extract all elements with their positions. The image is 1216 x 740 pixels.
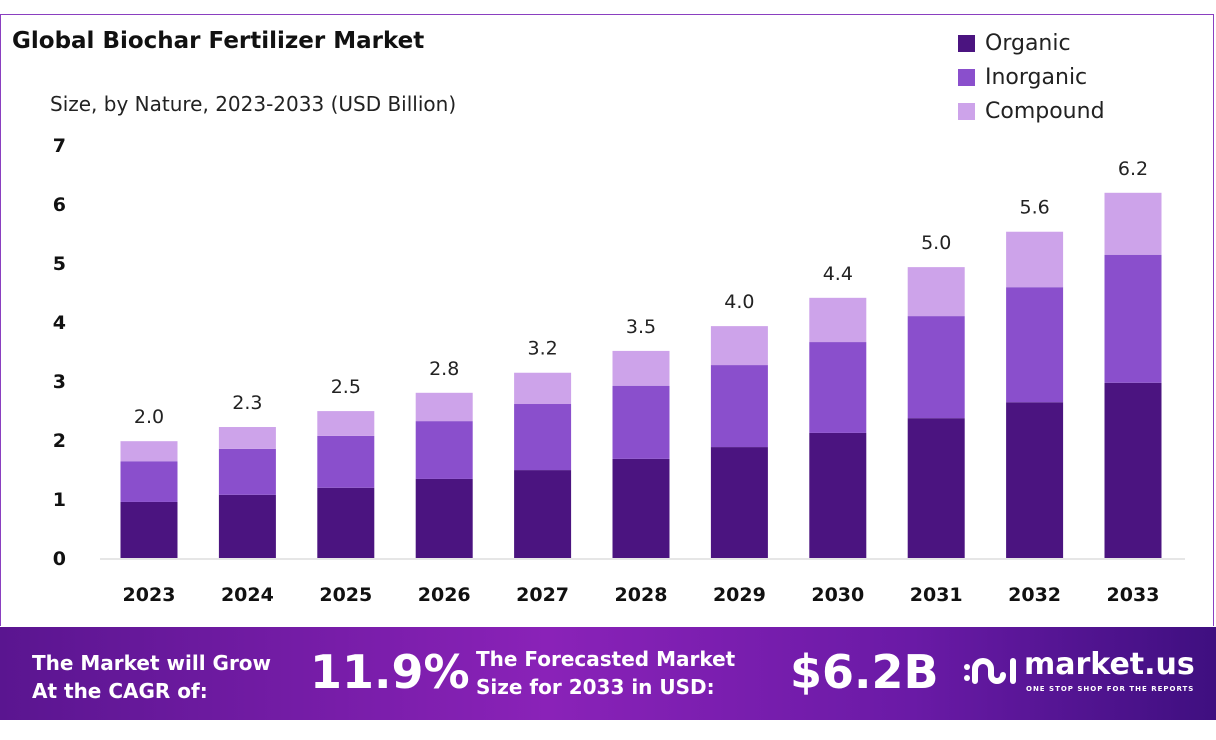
bar-total-label: 2.0: [134, 406, 164, 428]
bar-segment-organic: [1006, 402, 1064, 558]
y-tick-label: 1: [53, 489, 66, 511]
bar-segment-organic: [218, 494, 276, 558]
y-tick-label: 5: [53, 253, 66, 275]
chart-title: Global Biochar Fertilizer Market: [12, 28, 425, 54]
bar-segment-inorganic: [317, 435, 375, 488]
legend-item-compound: Compound: [958, 94, 1105, 128]
x-tick-label: 2028: [615, 584, 668, 606]
bar-segment-compound: [1006, 231, 1064, 288]
forecast-value: $6.2B: [790, 645, 939, 699]
logo-mark-icon: [964, 658, 1016, 684]
bar-segment-compound: [415, 392, 473, 422]
bar-segment-compound: [809, 297, 867, 343]
x-tick-label: 2026: [418, 584, 471, 606]
market-us-logo: market.us ONE STOP SHOP FOR THE REPORTS: [962, 647, 1195, 695]
logo-tagline: ONE STOP SHOP FOR THE REPORTS: [1026, 685, 1195, 693]
bar-total-label: 2.5: [331, 376, 361, 398]
cagr-value: 11.9%: [310, 645, 470, 699]
legend-item-inorganic: Inorganic: [958, 60, 1105, 94]
legend-swatch: [958, 102, 975, 120]
bar-segment-inorganic: [514, 404, 572, 471]
y-tick-label: 7: [53, 135, 66, 157]
legend-swatch: [958, 68, 975, 86]
forecast-label-line1: The Forecasted Market: [476, 647, 736, 671]
bar-total-label: 2.8: [429, 358, 459, 380]
bar-segment-compound: [317, 411, 375, 436]
y-tick-label: 0: [53, 548, 66, 570]
bar-segment-organic: [710, 447, 768, 558]
bar-segment-inorganic: [1104, 254, 1162, 383]
x-tick-label: 2030: [811, 584, 864, 606]
cagr-label-line2: At the CAGR of:: [32, 679, 208, 703]
x-tick-label: 2027: [516, 584, 569, 606]
legend-label: Compound: [985, 98, 1105, 124]
y-tick-label: 4: [53, 312, 66, 334]
legend-label: Organic: [985, 30, 1071, 56]
x-tick-label: 2033: [1107, 584, 1160, 606]
logo-name: market.us: [1024, 647, 1195, 682]
bar-segment-inorganic: [415, 421, 473, 479]
bar-segment-organic: [514, 470, 572, 558]
bar-chart: 0 1 2 3 4 5 6 7 2.0 2023 2.3 2024 2.5 2025 2.8 2026 3.2 2…: [53, 135, 1185, 606]
bar-total-label: 6.2: [1118, 158, 1148, 180]
x-tick-label: 2023: [123, 584, 176, 606]
chart-subtitle: Size, by Nature, 2023-2033 (USD Billion): [50, 92, 457, 116]
legend: Organic Inorganic Compound: [958, 26, 1105, 128]
bar-total-label: 5.6: [1019, 197, 1049, 219]
bar-segment-inorganic: [120, 461, 178, 502]
bar-segment-organic: [120, 501, 178, 558]
bar-segment-compound: [120, 441, 178, 462]
bar-segment-inorganic: [612, 385, 670, 459]
bar-segment-organic: [317, 487, 375, 558]
y-tick-label: 3: [53, 371, 66, 393]
bar-segment-inorganic: [809, 342, 867, 433]
x-tick-label: 2032: [1008, 584, 1061, 606]
bar-segment-organic: [612, 458, 670, 558]
bar-segment-compound: [218, 427, 276, 449]
bar-segment-organic: [415, 478, 473, 558]
cagr-label-line1: The Market will Grow: [32, 651, 272, 675]
y-tick-label: 2: [53, 430, 66, 452]
x-tick-label: 2029: [713, 584, 766, 606]
bar-segment-inorganic: [1006, 287, 1064, 403]
bar-segment-organic: [1104, 382, 1162, 558]
x-tick-label: 2024: [221, 584, 274, 606]
bar-segment-compound: [514, 372, 572, 405]
bar-total-label: 4.4: [823, 263, 853, 285]
legend-swatch: [958, 34, 975, 52]
legend-label: Inorganic: [985, 64, 1088, 90]
legend-item-organic: Organic: [958, 26, 1105, 60]
bar-segment-organic: [809, 432, 867, 558]
bar-total-label: 4.0: [724, 291, 754, 313]
bar-total-label: 3.5: [626, 316, 656, 338]
bar-segment-compound: [1104, 192, 1162, 255]
bar-segment-inorganic: [218, 448, 276, 495]
chart-frame: [0, 14, 1214, 626]
bar-segment-compound: [612, 350, 670, 386]
summary-banner: The Market will Grow At the CAGR of: 11.9…: [0, 627, 1216, 720]
cagr-label: The Market will Grow At the CAGR of:: [32, 649, 271, 705]
forecast-label-line2: Size for 2033 in USD:: [476, 675, 715, 699]
forecast-label: The Forecasted Market Size for 2033 in US…: [476, 645, 735, 701]
bar-segment-inorganic: [907, 316, 965, 419]
x-tick-label: 2031: [910, 584, 963, 606]
bar-segment-compound: [907, 267, 965, 317]
bar-total-label: 2.3: [232, 392, 262, 414]
bar-segment-compound: [710, 326, 768, 366]
bar-total-label: 3.2: [527, 338, 557, 360]
bar-total-label: 5.0: [921, 232, 951, 254]
bar-segment-organic: [907, 418, 965, 558]
x-tick-label: 2025: [319, 584, 372, 606]
bar-segment-inorganic: [710, 365, 768, 448]
y-tick-label: 6: [53, 194, 66, 216]
